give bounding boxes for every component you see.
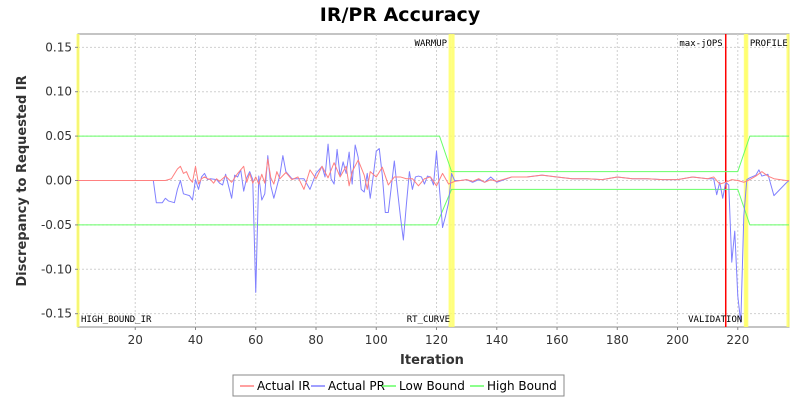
y-axis-ticks: -0.15 -0.10 -0.05 0.00 0.05 0.10 0.15 [41,40,78,321]
marker-label-max-jops: max-jOPS [679,39,722,49]
x-tick-label: 100 [365,333,388,347]
x-tick-label: 140 [485,333,508,347]
y-tick-label: -0.10 [41,262,72,276]
marker-label-high-bound-ir: HIGH_BOUND_IR [81,315,152,325]
x-tick-label: 180 [606,333,629,347]
series-line-high-bound [78,135,789,173]
legend-item-actual-ir: Actual IR [257,379,310,393]
marker-label-profile: PROFILE [750,39,788,49]
y-tick-label: 0.05 [45,129,72,143]
grid [78,34,789,327]
legend-item-low-bound: Low Bound [399,379,465,393]
legend-item-high-bound: High Bound [487,379,557,393]
legend-box [232,374,565,397]
legend: Actual IR Actual PR Low Bound High Bound [240,379,557,393]
x-tick-label: 40 [188,333,203,347]
x-tick-label: 120 [425,333,448,347]
chart-title: IR/PR Accuracy [320,4,481,26]
x-axis-ticks: 20 40 60 80 100 120 140 160 180 200 220 [128,327,749,347]
marker-labels: HIGH_BOUND_IR WARMUP RT_CURVE max-jOPS VALID… [81,39,788,325]
y-axis-title: Discrepancy to Requested IR [15,75,30,286]
x-tick-label: 160 [546,333,569,347]
x-tick-label: 220 [726,333,749,347]
series-line-low-bound [78,188,789,226]
series-line-actual-ir [78,158,789,190]
x-tick-label: 20 [128,333,143,347]
x-tick-label: 200 [666,333,689,347]
x-tick-label: 60 [248,333,263,347]
series-lines [78,135,790,324]
legend-item-actual-pr: Actual PR [328,379,385,393]
y-tick-label: 0.15 [45,40,72,54]
x-tick-label: 80 [308,333,323,347]
marker-label-warmup: WARMUP [415,39,448,49]
y-tick-label: -0.15 [41,307,72,321]
x-axis-title: Iteration [400,353,464,368]
marker-label-validation: VALIDATION [688,315,742,325]
y-tick-label: -0.05 [41,218,72,232]
marker-label-rt-curve: RT_CURVE [407,315,450,325]
y-tick-label: 0.00 [45,174,72,188]
y-tick-label: 0.10 [45,85,72,99]
